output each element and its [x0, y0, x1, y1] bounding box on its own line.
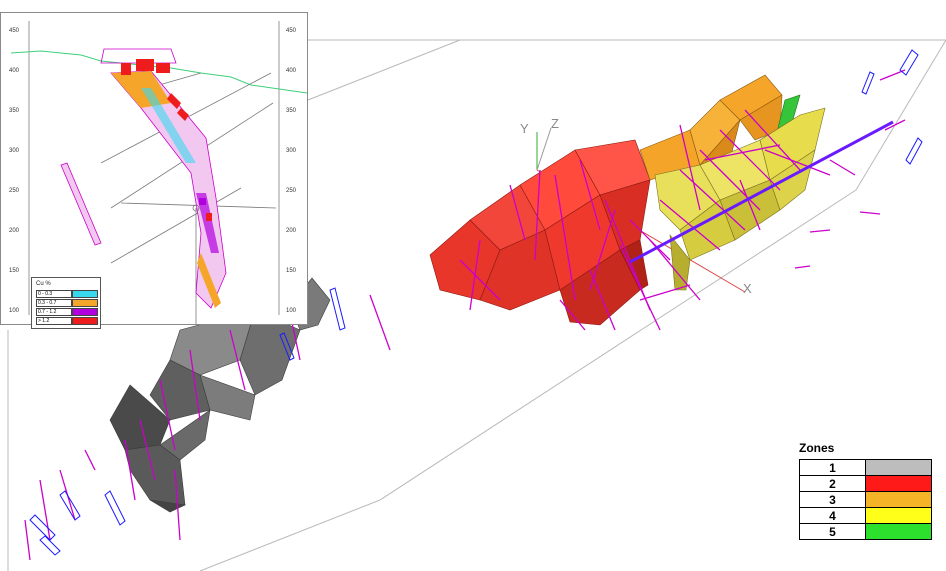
- blue-sections: [29, 49, 923, 556]
- cu-legend-label: 0 - 0.3: [36, 290, 72, 298]
- inset-ytick-right: 200: [286, 228, 297, 234]
- inset-ytick-left: 250: [9, 188, 20, 194]
- zone-row: 3: [799, 491, 932, 508]
- cu-legend-swatch: [72, 290, 98, 298]
- bounding-box: [7, 39, 946, 571]
- zone-label: 5: [799, 523, 866, 540]
- inset-ytick-right: 100: [286, 308, 297, 314]
- zone-label: 4: [799, 507, 866, 524]
- inset-ytick-right: 300: [286, 148, 297, 154]
- pit-outline: [100, 48, 177, 64]
- zones-legend: Zones 1 2 3 4 5: [799, 441, 932, 540]
- cu-legend-label: > 1.2: [36, 317, 72, 325]
- cu-legend-swatch: [72, 317, 98, 325]
- zone-row: 4: [799, 507, 932, 524]
- inset-ytick-left: 300: [9, 148, 20, 154]
- zone-label: 3: [799, 491, 866, 508]
- zone-swatch: [865, 475, 932, 492]
- topography-line: [10, 50, 307, 94]
- zone-row: 5: [799, 523, 932, 540]
- zone-label: 2: [799, 475, 866, 492]
- zones-legend-title: Zones: [799, 441, 835, 455]
- zone-label: 1: [799, 459, 866, 476]
- axis-label-x: X: [743, 281, 752, 296]
- ore-band: [110, 59, 227, 309]
- long-drillhole: [629, 120, 894, 264]
- zone-row: 2: [799, 475, 932, 492]
- isolated-drillhole-trace: [60, 162, 102, 246]
- cu-legend-row: 0.3 - 0.7: [36, 299, 98, 307]
- cu-legend-title: Cu %: [36, 281, 51, 287]
- inset-ytick-right: 150: [286, 268, 297, 274]
- inset-ytick-right: 400: [286, 68, 297, 74]
- cu-legend-swatch: [72, 308, 98, 316]
- axis-label-y: Y: [520, 121, 529, 136]
- cu-legend-label: 0.7 - 1.2: [36, 308, 72, 316]
- cu-legend-label: 0.3 - 0.7: [36, 299, 72, 307]
- section-drill-traces: [100, 72, 277, 324]
- cu-legend-row: 0.7 - 1.2: [36, 308, 98, 316]
- inset-ytick-left: 450: [9, 28, 20, 34]
- zone-swatch: [865, 459, 932, 476]
- section-origin-marker: [192, 204, 200, 212]
- drillholes: [24, 69, 906, 561]
- cu-legend-swatch: [72, 299, 98, 307]
- zone-swatch: [865, 523, 932, 540]
- inset-ytick-left: 350: [9, 108, 20, 114]
- inset-ytick-right: 450: [286, 28, 297, 34]
- zone-3-orebody: [639, 74, 783, 181]
- zone-2-orebody: [429, 139, 651, 326]
- zone-swatch: [865, 491, 932, 508]
- zone-row: 1: [799, 459, 932, 476]
- cu-legend-row: 0 - 0.3: [36, 290, 98, 298]
- inset-ytick-left: 400: [9, 68, 20, 74]
- inset-ytick-left: 150: [9, 268, 20, 274]
- zones-legend-table: 1 2 3 4 5: [799, 459, 932, 540]
- zone-swatch: [865, 507, 932, 524]
- cross-section-inset: 450 400 350 300 250 200 150 100 450 400 …: [0, 12, 308, 329]
- inset-ytick-left: 200: [9, 228, 20, 234]
- axis-label-z: Z: [551, 116, 559, 131]
- cu-grade-legend: Cu % 0 - 0.3 0.3 - 0.7 0.7 - 1.2 > 1.2: [31, 277, 101, 329]
- inset-ytick-right: 350: [286, 108, 297, 114]
- inset-ytick-left: 100: [9, 308, 20, 314]
- cu-legend-row: > 1.2: [36, 317, 98, 325]
- cross-section-plot: [10, 21, 307, 324]
- inset-ytick-right: 250: [286, 188, 297, 194]
